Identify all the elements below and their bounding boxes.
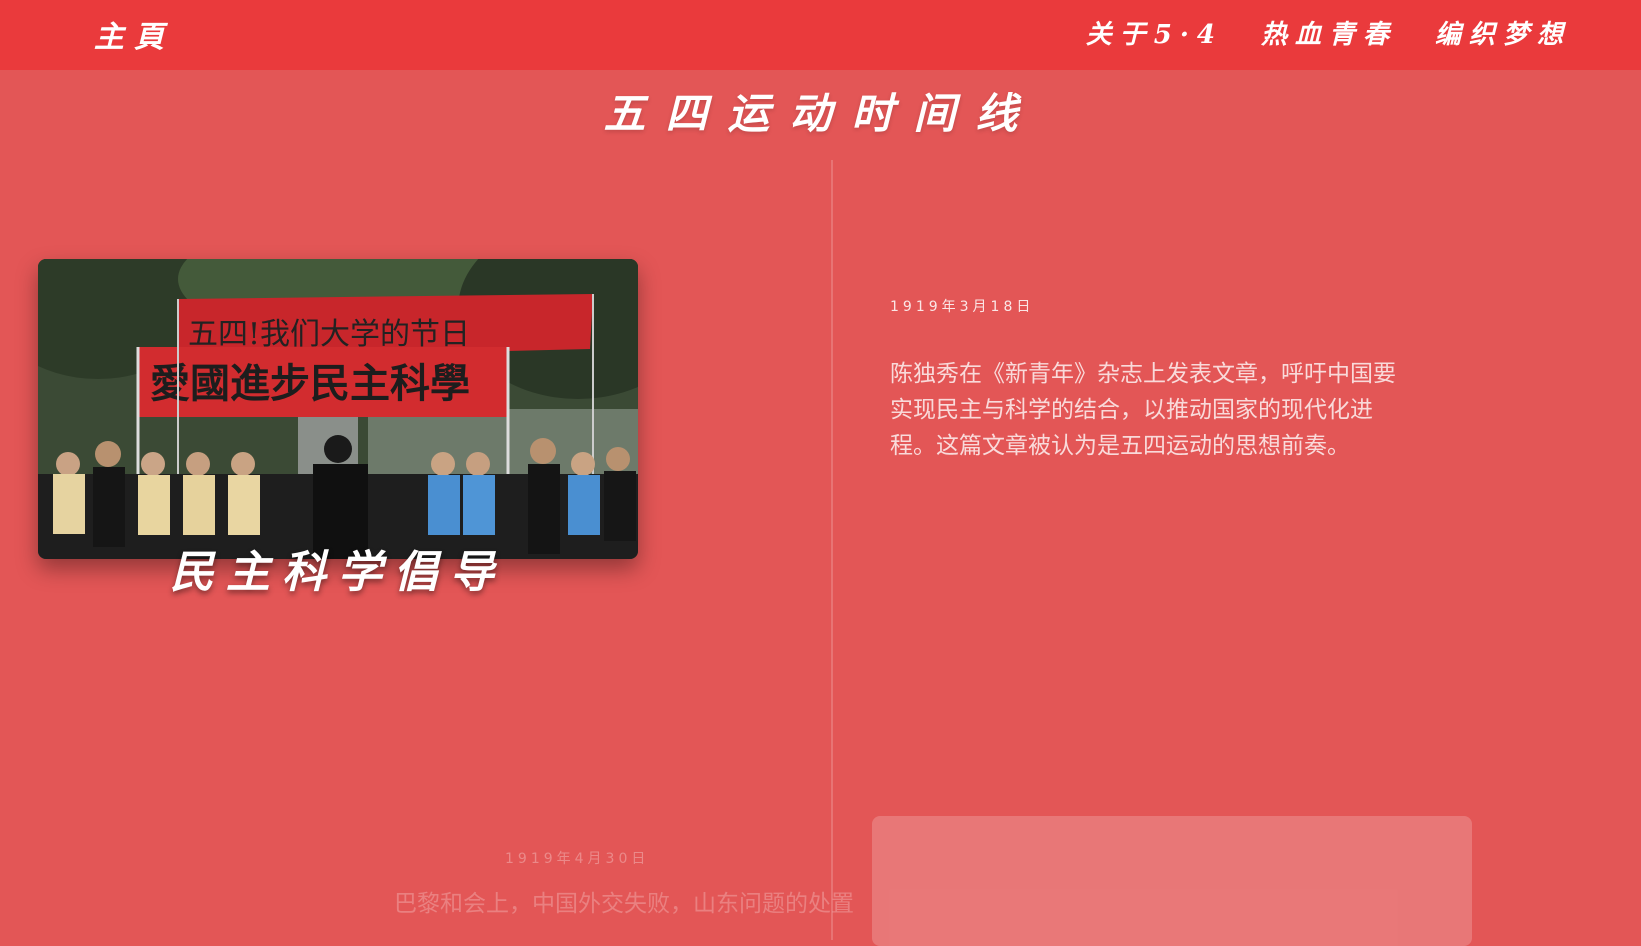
- nav-dreams[interactable]: 编织梦想: [1434, 20, 1571, 50]
- home-link[interactable]: 主頁: [94, 20, 174, 55]
- page-title: 五四运动时间线: [603, 89, 1038, 138]
- timeline-date: 1919年3月18日: [890, 299, 1035, 315]
- timeline-description: 陈独秀在《新青年》杂志上发表文章，呼吁中国要实现民主与科学的结合，以推动国家的现…: [890, 361, 1396, 459]
- timeline-date-next: 1919年4月30日: [505, 851, 650, 867]
- timeline-photo-next[interactable]: [872, 816, 1472, 946]
- nav-about-54[interactable]: 关于5·4: [1085, 20, 1223, 50]
- photo-illustration: 五四!我们大学的节日 愛國進步民主科學: [38, 259, 638, 559]
- timeline-photo-democracy-science[interactable]: 五四!我们大学的节日 愛國進步民主科學: [38, 259, 638, 559]
- banner-top-text: 五四!我们大学的节日: [188, 317, 470, 352]
- banner-main-text: 愛國進步民主科學: [150, 360, 470, 407]
- timeline-divider: [831, 160, 833, 940]
- nav-youth[interactable]: 热血青春: [1260, 20, 1397, 50]
- timeline-description-next: 巴黎和会上，中国外交失败，山东问题的处置: [394, 891, 854, 917]
- top-nav-bar: 主頁 关于5·4 热血青春 编织梦想: [0, 0, 1641, 70]
- main-nav: 关于5·4 热血青春 编织梦想: [1086, 14, 1571, 51]
- timeline-caption: 民主科学倡导: [170, 547, 506, 598]
